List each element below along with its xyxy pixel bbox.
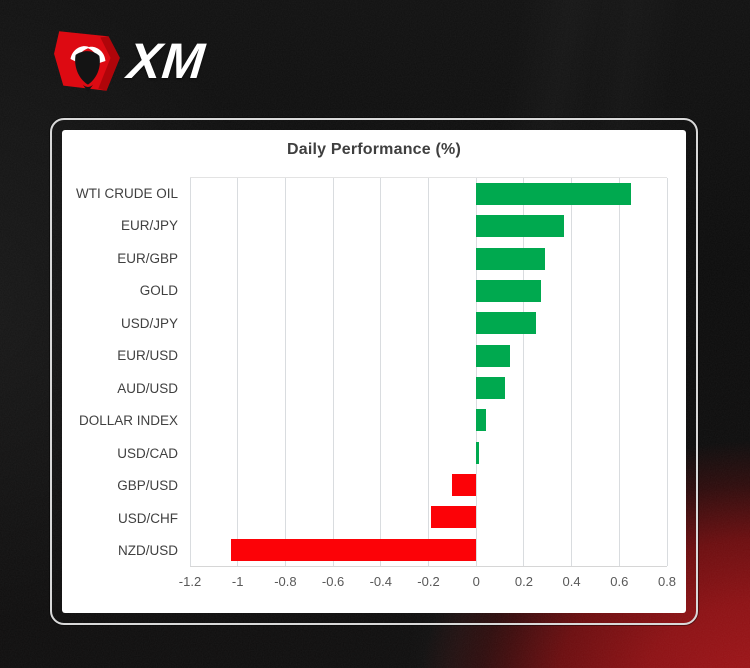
bar — [476, 312, 536, 335]
bar — [430, 506, 477, 529]
bar — [476, 344, 510, 367]
bar — [476, 377, 505, 400]
x-tick-label: -1 — [231, 574, 244, 589]
category-label: USD/CAD — [117, 445, 178, 461]
bar-row — [190, 340, 667, 372]
bar-row — [190, 275, 667, 307]
x-tick-label: -0.8 — [274, 574, 297, 589]
chart-frame: Daily Performance (%) WTI CRUDE OIL EUR/J… — [50, 118, 698, 625]
bar-row — [190, 243, 667, 275]
bar — [476, 247, 546, 270]
x-tick-label: -0.4 — [369, 574, 392, 589]
xm-logo: XM — [52, 28, 208, 94]
bar-row — [190, 210, 667, 242]
bar-row — [190, 404, 667, 436]
category-label: DOLLAR INDEX — [78, 413, 178, 429]
bar-row — [190, 178, 667, 210]
category-axis: WTI CRUDE OIL EUR/JPY EUR/GBP GOLD USD/JPY EU… — [72, 177, 178, 567]
gridline — [237, 178, 239, 566]
category-label: USD/CHF — [118, 510, 178, 526]
gridline — [380, 178, 382, 566]
chart-card: Daily Performance (%) WTI CRUDE OIL EUR/J… — [62, 130, 686, 613]
category-label: AUD/USD — [117, 380, 178, 396]
bar-row — [190, 501, 667, 533]
x-tick-label: 0 — [472, 574, 480, 589]
bar — [476, 215, 565, 238]
gridline — [523, 178, 525, 566]
gridline — [284, 178, 286, 566]
x-tick-label: 0.8 — [657, 574, 677, 589]
bar-row — [190, 534, 667, 566]
bar-row — [190, 307, 667, 339]
x-axis: -1.2 -1 -0.8 -0.6 -0.4 -0.2 0 0.2 0.4 0.6 0.8 — [179, 574, 676, 592]
category-label: EUR/JPY — [120, 218, 178, 234]
bar — [476, 183, 632, 206]
category-label: USD/JPY — [120, 315, 178, 331]
bar-row — [190, 437, 667, 469]
category-label: WTI CRUDE OIL — [75, 185, 178, 201]
bar — [452, 474, 477, 497]
gridline — [428, 178, 429, 566]
gridline — [475, 178, 477, 566]
category-label: EUR/GBP — [117, 250, 178, 266]
bull-icon — [52, 28, 126, 94]
x-tick-label: -0.2 — [417, 574, 440, 589]
category-label: NZD/USD — [118, 543, 178, 559]
gridline — [332, 178, 334, 566]
bar-row — [190, 372, 667, 404]
gridline — [571, 178, 573, 566]
bar-rows — [190, 178, 667, 566]
bar — [476, 409, 486, 432]
x-tick-label: 0.4 — [562, 574, 581, 589]
category-label: EUR/USD — [117, 348, 178, 364]
bar-row — [190, 469, 667, 501]
category-label: GBP/USD — [117, 478, 178, 494]
bar — [476, 441, 479, 464]
gridline — [618, 178, 620, 566]
x-tick-label: 0.6 — [610, 574, 629, 589]
x-tick-label: 0.2 — [514, 574, 533, 589]
category-label: GOLD — [139, 283, 178, 299]
gridline — [666, 178, 668, 566]
gridline — [189, 178, 191, 566]
plot-area — [189, 177, 668, 567]
x-tick-label: -1.2 — [178, 574, 202, 589]
logo-text: XM — [125, 33, 208, 89]
bar — [476, 280, 541, 303]
chart-title: Daily Performance (%) — [286, 141, 462, 158]
x-tick-label: -0.6 — [321, 574, 345, 589]
bar — [230, 538, 477, 561]
